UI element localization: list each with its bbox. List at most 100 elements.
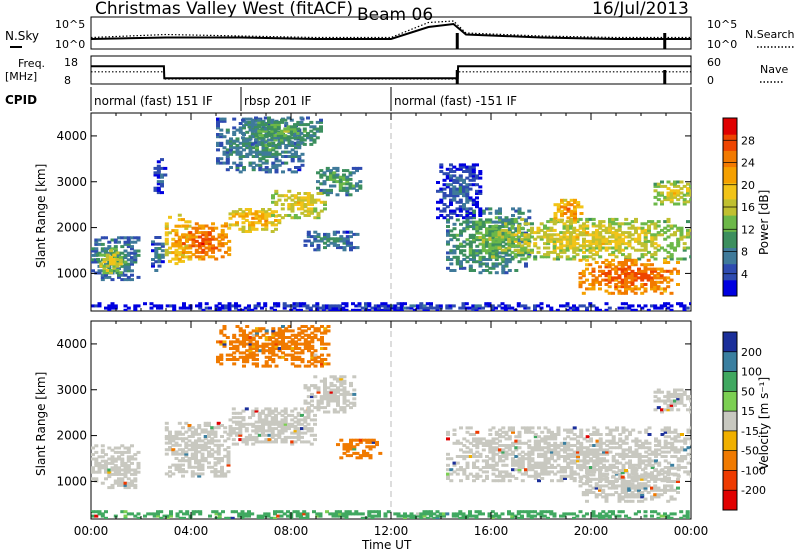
power-cell	[656, 267, 661, 271]
power-cell	[472, 253, 476, 257]
power-cell	[669, 257, 674, 261]
power-cell	[160, 242, 165, 246]
power-cell	[264, 155, 269, 158]
velocity-cell	[296, 438, 301, 442]
power-cell	[575, 235, 580, 239]
power-cell	[160, 191, 164, 195]
power-cell	[481, 269, 486, 272]
velocity-cell	[268, 338, 272, 342]
velocity-cell	[306, 427, 311, 431]
power-cell	[656, 276, 661, 280]
velocity-cell	[287, 336, 292, 339]
velocity-cell	[313, 406, 318, 410]
velocity-cell	[117, 457, 121, 461]
velocity-cell	[264, 440, 269, 444]
power-cell	[261, 148, 266, 152]
velocity-cell	[280, 413, 285, 417]
velocity-cell	[248, 336, 253, 339]
velocity-cell	[543, 459, 548, 463]
velocity-cell	[654, 439, 658, 443]
power-cell	[498, 262, 502, 266]
velocity-cell	[277, 433, 282, 437]
power-cell	[297, 207, 301, 211]
power-cell	[637, 304, 641, 308]
velocity-cell	[326, 399, 331, 403]
power-cell	[595, 253, 599, 257]
power-cell	[501, 255, 506, 259]
power-cell	[241, 212, 246, 216]
power-cell	[207, 226, 212, 230]
power-cell	[267, 125, 271, 129]
velocity-cell	[277, 435, 282, 439]
velocity-cell	[657, 444, 662, 447]
power-cell	[627, 287, 632, 291]
power-cell	[316, 180, 320, 184]
velocity-cell	[290, 355, 295, 359]
power-cell	[442, 216, 447, 220]
power-cell	[287, 203, 292, 206]
power-cell	[117, 273, 121, 277]
power-cell	[100, 247, 105, 251]
power-cell	[620, 267, 625, 271]
power-cell	[297, 203, 301, 206]
power-cell	[617, 306, 622, 310]
velocity-cell	[371, 438, 376, 442]
power-cell	[462, 165, 466, 169]
velocity-cell	[271, 342, 276, 346]
power-cell	[465, 242, 470, 246]
velocity-cell	[576, 439, 580, 443]
velocity-cell	[520, 459, 525, 463]
power-cell	[380, 304, 385, 308]
power-cell	[452, 196, 457, 200]
power-cell	[326, 239, 331, 243]
velocity-cell	[203, 443, 208, 447]
power-cell	[646, 276, 651, 280]
velocity-cell	[559, 479, 564, 483]
power-cell	[115, 269, 120, 272]
power-cell	[682, 304, 687, 308]
power-cell	[263, 127, 268, 131]
velocity-cell	[537, 452, 541, 456]
power-cell	[227, 304, 232, 308]
power-cell	[591, 222, 596, 226]
velocity-cell	[498, 439, 502, 443]
power-cell	[151, 258, 155, 261]
velocity-cell	[647, 448, 652, 452]
power-cell	[274, 146, 279, 150]
power-cell	[261, 216, 265, 220]
velocity-cell	[94, 450, 99, 454]
power-cell	[465, 255, 470, 259]
power-cell	[523, 242, 528, 246]
velocity-cell	[362, 454, 366, 458]
velocity-cell	[611, 463, 616, 467]
velocity-cell	[472, 433, 476, 436]
power-cell	[465, 222, 470, 226]
power-cell	[235, 210, 239, 214]
power-cell	[172, 304, 177, 308]
power-cell	[591, 253, 596, 257]
velocity-cell	[501, 452, 506, 456]
power-cell	[373, 306, 378, 310]
power-cell	[284, 161, 289, 165]
power-cell	[643, 287, 648, 291]
power-cell	[295, 304, 300, 308]
velocity-cell	[310, 331, 315, 335]
velocity-cell	[264, 362, 269, 366]
velocity-cell	[261, 349, 266, 353]
power-cell	[306, 209, 311, 213]
power-cell	[160, 249, 165, 253]
power-cell	[126, 264, 131, 268]
power-cell	[289, 127, 294, 131]
velocity-cell	[203, 437, 208, 441]
velocity-cell	[177, 430, 182, 434]
power-cell	[594, 278, 599, 282]
velocity-cell	[628, 463, 632, 467]
power-cell	[673, 233, 677, 237]
velocity-cell	[264, 364, 269, 368]
power-cell	[107, 245, 112, 249]
power-cell	[329, 237, 334, 241]
power-cell	[257, 140, 262, 144]
velocity-cell	[491, 455, 496, 458]
power-cell	[296, 131, 301, 135]
power-cell	[126, 242, 131, 246]
